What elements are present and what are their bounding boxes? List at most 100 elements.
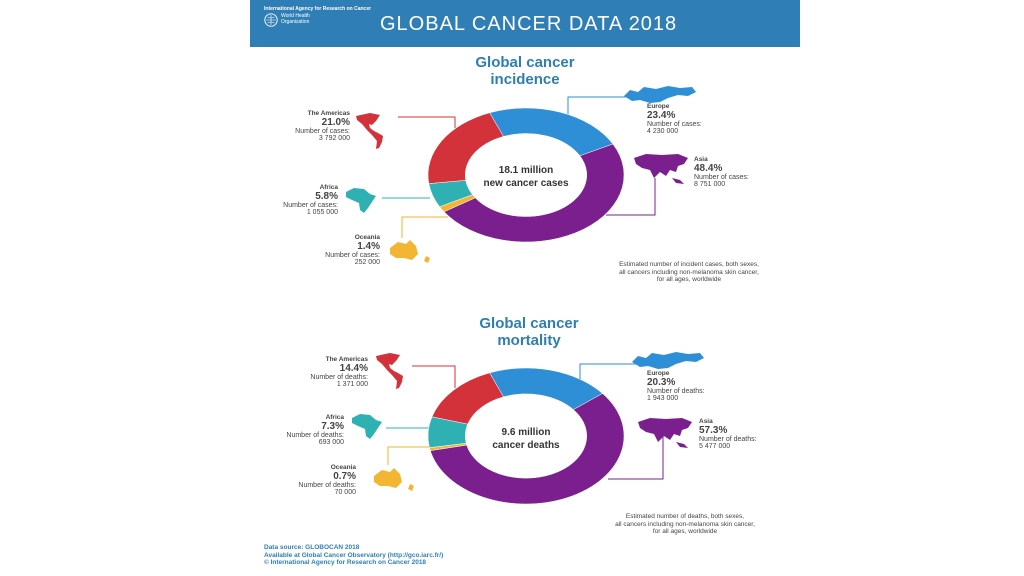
note-line: for all ages, worldwide [656, 276, 722, 283]
region-name: Europe [647, 103, 670, 110]
region-count: 70 000 [334, 489, 356, 496]
incidence-asia-label: Asia 48.4% Number of cases: 8 751 000 [694, 156, 774, 189]
incidence-africa-label: Africa 5.8% Number of cases: 1 055 000 [270, 184, 338, 217]
note-line: Estimated number of deaths, both sexes, [625, 513, 745, 520]
region-count: 252 000 [354, 259, 380, 266]
region-percent: 1.4% [357, 240, 380, 252]
region-name: Asia [694, 156, 708, 163]
region-percent: 14.4% [339, 362, 368, 374]
region-percent: 0.7% [333, 470, 356, 482]
region-name: Asia [699, 418, 713, 425]
mortality-title: Global cancer mortality [454, 315, 604, 349]
who-emblem-icon [264, 13, 278, 27]
note-line: for all ages, worldwide [652, 528, 718, 535]
mortality-title-line2: mortality [497, 332, 561, 349]
slice-europe [489, 107, 614, 157]
americas-map-icon [356, 113, 383, 149]
region-count: 1 371 000 [336, 381, 368, 388]
africa-map-icon [346, 188, 376, 213]
region-count: 5 477 000 [699, 443, 731, 450]
region-count-label: Number of deaths: [298, 481, 356, 489]
oceania-map-icon [374, 468, 414, 491]
region-count: 8 751 000 [694, 181, 726, 188]
americas-incidence-connector [398, 116, 456, 128]
incidence-title: Global cancer incidence [450, 54, 600, 88]
region-name: Oceania [330, 464, 356, 471]
mortality-note: Estimated number of deaths, both sexes, … [590, 513, 780, 536]
europe-map-icon [624, 86, 696, 103]
connector-lines [382, 96, 664, 480]
europe-map-icon [632, 352, 704, 369]
region-count: 1 055 000 [306, 209, 338, 216]
mortality-total: 9.6 million [501, 427, 551, 438]
incidence-title-line1: Global cancer [475, 54, 575, 71]
africa-map-icon [352, 414, 382, 439]
who-logo-text: World Health Organization [281, 13, 310, 25]
region-count-label: Number of deaths: [310, 373, 368, 381]
mortality-africa-label: Africa 7.3% Number of deaths: 693 000 [272, 414, 344, 447]
region-percent: 7.3% [321, 420, 344, 432]
region-percent: 20.3% [647, 376, 676, 388]
infographic-poster: International Agency for Research on Can… [250, 0, 800, 576]
americas-map-icon [376, 353, 403, 389]
region-percent: 23.4% [647, 109, 676, 121]
incidence-center-label: 18.1 million new cancer cases [464, 164, 588, 190]
header-bar: International Agency for Research on Can… [250, 0, 800, 47]
region-count-label: Number of cases: [325, 251, 380, 259]
incidence-total: 18.1 million [498, 165, 554, 176]
mortality-oceania-label: Oceania 0.7% Number of deaths: 70 000 [286, 464, 356, 497]
region-count-label: Number of cases: [694, 173, 749, 181]
region-count-label: Number of cases: [295, 127, 350, 135]
mortality-total-caption: cancer deaths [492, 440, 560, 451]
oceania-map-icon [390, 240, 430, 263]
asia-map-icon [638, 418, 692, 448]
region-count-label: Number of cases: [283, 201, 338, 209]
page-title: GLOBAL CANCER DATA 2018 [380, 13, 678, 35]
footer-line: Data source: GLOBOCAN 2018 [264, 544, 360, 551]
incidence-title-line2: incidence [490, 71, 560, 88]
footer-line: Available at Global Cancer Observatory (… [264, 551, 444, 559]
region-percent: 5.8% [315, 190, 338, 202]
footer-line: © International Agency for Research on C… [264, 559, 427, 566]
note-line: Estimated number of incident cases, both… [619, 261, 759, 268]
slice-the-americas [427, 112, 504, 184]
incidence-oceania-label: Oceania 1.4% Number of cases: 252 000 [310, 234, 380, 267]
region-count-label: Number of cases: [647, 120, 702, 128]
incidence-americas-label: The Americas 21.0% Number of cases: 3 79… [276, 110, 350, 143]
mortality-europe-label: Europe 20.3% Number of deaths: 1 943 000 [647, 370, 727, 403]
region-percent: 21.0% [321, 116, 350, 128]
region-count: 4 230 000 [647, 128, 679, 135]
region-count: 693 000 [318, 439, 344, 446]
oceania-mortality-connector [387, 446, 438, 465]
mortality-asia-label: Asia 57.3% Number of deaths: 5 477 000 [699, 418, 779, 451]
region-name: The Americas [325, 356, 368, 363]
note-line: all cancers including non-melanoma skin … [615, 520, 755, 528]
slice-asia [429, 393, 625, 505]
region-name: Africa [325, 414, 344, 421]
region-count: 1 943 000 [647, 395, 679, 402]
region-name: Oceania [354, 234, 380, 241]
incidence-total-caption: new cancer cases [483, 178, 569, 189]
iarc-logo-text: International Agency for Research on Can… [264, 6, 372, 12]
region-name: The Americas [307, 110, 350, 117]
mortality-americas-label: The Americas 14.4% Number of deaths: 1 3… [294, 356, 368, 389]
mortality-donut-chart [427, 367, 625, 505]
region-count-label: Number of deaths: [699, 435, 757, 443]
slice-asia [443, 143, 625, 243]
region-count-label: Number of deaths: [286, 431, 344, 439]
incidence-europe-label: Europe 23.4% Number of cases: 4 230 000 [647, 103, 727, 136]
incidence-donut-chart [427, 107, 625, 243]
note-line: all cancers including non-melanoma skin … [619, 268, 759, 276]
region-name: Africa [319, 184, 338, 191]
asia-map-icon [634, 154, 688, 184]
region-count-label: Number of deaths: [647, 387, 705, 395]
data-source-footer: Data source: GLOBOCAN 2018 Available at … [264, 544, 443, 567]
oceania-incidence-connector [401, 216, 448, 238]
asia-incidence-connector [606, 178, 656, 216]
region-percent: 57.3% [699, 424, 728, 436]
region-name: Europe [647, 370, 670, 377]
asia-mortality-connector [608, 433, 664, 480]
incidence-note: Estimated number of incident cases, both… [594, 261, 784, 284]
slice-the-americas [431, 372, 504, 425]
region-percent: 48.4% [694, 162, 723, 174]
